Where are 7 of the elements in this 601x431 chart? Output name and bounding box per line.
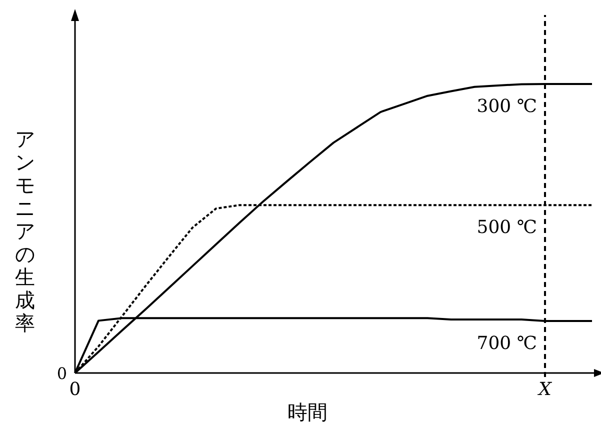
text: 0 (56, 364, 67, 383)
series-label: 300 ℃ (476, 96, 538, 117)
x-tick-label: X (536, 379, 553, 400)
ylabel: アンモニアの生成率 (15, 127, 35, 335)
series-label: 700 ℃ (476, 332, 538, 354)
series-label: 500 ℃ (476, 217, 538, 238)
x-axis-title: 時間 (288, 400, 328, 424)
